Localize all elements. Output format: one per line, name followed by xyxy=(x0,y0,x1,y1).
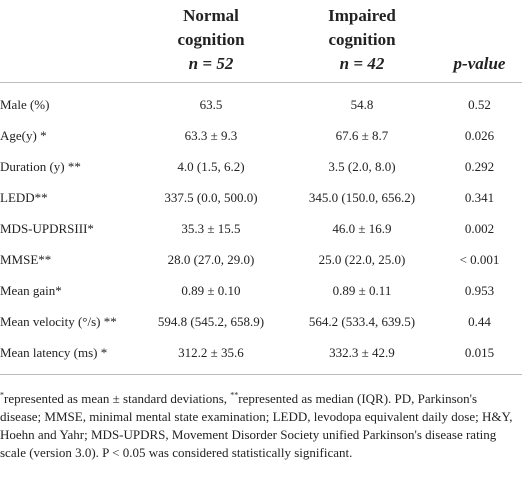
cell: 46.0 ± 16.9 xyxy=(332,220,392,236)
table-row: LEDD** 337.5 (0.0, 500.0) 345.0 (150.0, 65… xyxy=(0,182,522,213)
footnote-mark: * xyxy=(0,390,4,400)
cell: 0.52 xyxy=(468,96,491,112)
table-row: Male (%) 63.5 54.8 0.52 xyxy=(0,83,522,121)
header-text: Impaired xyxy=(328,6,396,25)
cell: < 0.001 xyxy=(459,251,500,267)
table-row: Duration (y) ** 4.0 (1.5, 6.2) 3.5 (2.0, 8… xyxy=(0,151,522,182)
cell: 332.3 ± 42.9 xyxy=(329,344,395,360)
cell: 35.3 ± 15.5 xyxy=(181,220,241,236)
table-header: Normal cognition n = 52 Impaired cognition n … xyxy=(0,0,522,83)
cell: 63.3 ± 9.3 xyxy=(184,127,238,143)
footnote-text: represented as median (IQR). PD, Parkins… xyxy=(0,391,513,460)
row-label: MMSE** xyxy=(0,251,52,267)
row-label: Male (%) xyxy=(0,96,50,112)
cell: 63.5 xyxy=(199,96,223,112)
header-cell: Normal cognition n = 52 xyxy=(135,0,287,83)
header-row: Normal cognition n = 52 Impaired cognition n … xyxy=(0,0,522,83)
header-n: n = 42 xyxy=(339,54,385,73)
cell: 594.8 (545.2, 658.9) xyxy=(157,313,265,329)
cell: 564.2 (533.4, 639.5) xyxy=(308,313,416,329)
cell: 0.341 xyxy=(464,189,495,205)
table-body: Male (%) 63.5 54.8 0.52 Age(y) * 63.3 ± 9.3 67… xyxy=(0,83,522,375)
row-label: Duration (y) ** xyxy=(0,158,81,174)
header-cell: p-value xyxy=(437,0,522,83)
header-text: cognition xyxy=(328,30,396,49)
cell: 0.002 xyxy=(464,220,495,236)
row-label: LEDD** xyxy=(0,189,48,205)
row-label: MDS-UPDRSIII* xyxy=(0,220,94,236)
cell: 28.0 (27.0, 29.0) xyxy=(167,251,255,267)
header-text: p-value xyxy=(453,54,506,73)
row-label: Mean velocity (°/s) ** xyxy=(0,313,117,329)
header-n: n = 52 xyxy=(188,54,234,73)
cell: 337.5 (0.0, 500.0) xyxy=(164,189,258,205)
footnote-mark: ** xyxy=(230,390,239,400)
header-cell: Impaired cognition n = 42 xyxy=(287,0,437,83)
cell: 0.89 ± 0.10 xyxy=(181,282,241,298)
data-table: Normal cognition n = 52 Impaired cognition n … xyxy=(0,0,522,375)
cell: 4.0 (1.5, 6.2) xyxy=(177,158,245,174)
cell: 3.5 (2.0, 8.0) xyxy=(328,158,396,174)
header-cell xyxy=(0,0,135,83)
table-row: Mean latency (ms) * 312.2 ± 35.6 332.3 ± 4… xyxy=(0,337,522,375)
footnote: *represented as mean ± standard deviatio… xyxy=(0,390,520,462)
table-row: MMSE** 28.0 (27.0, 29.0) 25.0 (22.0, 25.0)… xyxy=(0,244,522,275)
cell: 0.953 xyxy=(464,282,495,298)
header-text: Normal xyxy=(183,6,239,25)
row-label: Mean latency (ms) * xyxy=(0,344,108,360)
cell: 54.8 xyxy=(350,96,374,112)
footnote-text: represented as mean ± standard deviation… xyxy=(4,391,231,406)
cell: 0.292 xyxy=(464,158,495,174)
cell: 0.89 ± 0.11 xyxy=(332,282,392,298)
table-row: MDS-UPDRSIII* 35.3 ± 15.5 46.0 ± 16.9 0.002 xyxy=(0,213,522,244)
table-row: Age(y) * 63.3 ± 9.3 67.6 ± 8.7 0.026 xyxy=(0,120,522,151)
row-label: Age(y) * xyxy=(0,127,47,143)
cell: 67.6 ± 8.7 xyxy=(335,127,389,143)
cell: 25.0 (22.0, 25.0) xyxy=(318,251,406,267)
cell: 0.026 xyxy=(464,127,495,143)
row-label: Mean gain* xyxy=(0,282,62,298)
header-text: cognition xyxy=(177,30,245,49)
cell: 345.0 (150.0, 656.2) xyxy=(308,189,416,205)
cell: 0.015 xyxy=(464,344,495,360)
table-row: Mean gain* 0.89 ± 0.10 0.89 ± 0.11 0.953 xyxy=(0,275,522,306)
cell: 0.44 xyxy=(468,313,491,329)
table-row: Mean velocity (°/s) ** 594.8 (545.2, 658.… xyxy=(0,306,522,337)
cell: 312.2 ± 35.6 xyxy=(178,344,244,360)
